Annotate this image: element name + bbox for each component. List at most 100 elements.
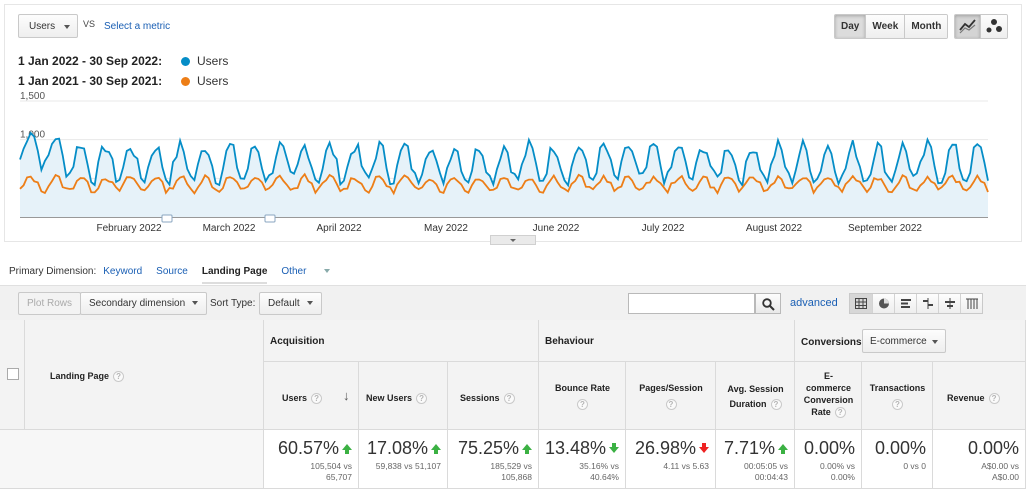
avg-session-change-text: 7.71% [723,438,775,458]
transactions-comparison: 0 vs 0 [856,461,926,472]
sort-type-label: Sort Type: [210,298,256,309]
select-all-cell [0,320,25,430]
x-tick-label: September 2022 [848,223,922,234]
annotation-marker[interactable] [161,214,173,223]
advanced-filter-link[interactable]: advanced [790,297,838,309]
ecom-rate-comparison-line1: 0.00% vs [820,461,855,471]
ecom-rate-header-line4: Rate [811,407,831,417]
users-header-text: Users? [282,392,323,405]
new-users-total-cell: 17.08% 59,838 vs 51,107 [359,430,448,489]
metric-dropdown[interactable]: Users [18,14,78,38]
ecom-rate-comparison-line2: 0.00% [830,472,855,482]
report-table: Landing Page? Acquisition Behaviour Conv… [0,320,1026,489]
totals-label-cell [0,430,264,489]
performance-view-button[interactable] [894,294,916,313]
chevron-down-icon [192,301,199,306]
ecom-rate-header-line1: E- [824,371,833,381]
secondary-dimension-dropdown[interactable]: Secondary dimension [80,292,208,315]
series-line-users-2022 [19,131,989,188]
help-icon[interactable]: ? [311,393,323,405]
help-icon[interactable]: ? [834,407,846,419]
users-comparison: 105,504 vs 65,707 [258,461,352,483]
help-icon[interactable]: ? [665,399,677,410]
revenue-comparison: A$0.00 vs A$0.00 [927,461,1019,483]
period-month-button[interactable]: Month [904,15,948,38]
dimension-other-dropdown[interactable]: Other [281,266,344,284]
new-users-change-text: 17.08% [366,438,428,458]
revenue-change-value: 0.00% [967,438,1019,458]
new-users-column-header[interactable]: New Users? [359,362,448,430]
help-icon[interactable]: ? [577,399,588,410]
chart-type-toggle [954,14,1008,39]
new-users-header-label: New Users [366,393,413,403]
pages-session-column-header[interactable]: Pages/Session? [626,362,716,430]
period-day-button[interactable]: Day [835,15,866,38]
new-users-comparison-line1: 59,838 vs 51,107 [375,461,441,471]
select-all-checkbox[interactable] [7,368,19,380]
help-icon[interactable]: ? [416,393,428,405]
legend-series-name: Users [197,74,229,88]
arrow-up-icon [431,444,441,455]
transactions-column-header[interactable]: Transactions? [862,362,933,430]
term-cloud-view-button[interactable] [938,294,960,313]
avg-session-header-label-2: Duration [729,399,767,409]
sessions-column-header[interactable]: Sessions? [448,362,539,430]
series-color-dot [181,57,190,66]
help-icon[interactable]: ? [503,393,515,405]
conversions-type-dropdown[interactable]: E-commerce [862,329,946,353]
comparison-view-button[interactable] [916,294,938,313]
dimension-landing-page-tab[interactable]: Landing Page [201,266,268,284]
avg-session-duration-column-header[interactable]: Avg. Session Duration? [716,362,795,430]
sort-descending-icon[interactable]: ↓ [343,388,350,403]
select-metric-link[interactable]: Select a metric [104,21,171,32]
x-tick-label: February 2022 [96,223,161,234]
data-table-view-button[interactable] [850,294,872,313]
landing-page-header[interactable]: Landing Page? [25,320,264,430]
collapse-chart-toggle[interactable] [490,235,536,245]
help-icon[interactable]: ? [113,371,125,383]
revenue-comparison-line1: A$0.00 vs [981,461,1019,471]
series-line-users-2021 [19,172,989,196]
table-view-toggle [849,293,983,314]
ecom-rate-header-text: E-commerce Conversion Rate? [795,370,862,419]
avg-session-header-label: Avg. Session [727,384,784,394]
sessions-total-cell: 75.25% 185,529 vs 105,868 [448,430,539,489]
pivot-view-button[interactable] [960,294,982,313]
ecom-rate-header-line2: commerce [805,383,852,393]
new-users-comparison: 59,838 vs 51,107 [353,461,441,472]
help-icon[interactable]: ? [770,399,782,411]
line-chart-button[interactable] [955,15,981,38]
arrow-up-icon [522,444,532,455]
period-week-button[interactable]: Week [865,15,905,38]
conversions-group-label: Conversions [801,337,862,348]
annotation-marker[interactable] [264,214,276,223]
avg-session-change-value: 7.71% [724,438,788,459]
bounce-rate-column-header[interactable]: Bounce Rate? [539,362,626,430]
table-search-input[interactable] [628,293,755,314]
sort-type-value: Default [268,298,300,309]
plot-rows-button[interactable]: Plot Rows [18,292,82,315]
sort-type-dropdown[interactable]: Default [259,292,322,315]
users-change-value: 60.57% [278,438,352,459]
sessions-header-label: Sessions [460,393,500,403]
users-change-text: 60.57% [277,438,339,458]
search-button[interactable] [755,293,781,314]
primary-dimension-bar: Primary Dimension: Keyword Source Landin… [9,266,358,284]
revenue-column-header[interactable]: Revenue? [933,362,1026,430]
chevron-down-icon [64,25,70,29]
motion-chart-button[interactable] [981,15,1007,38]
help-icon[interactable]: ? [892,399,903,410]
x-tick-label: June 2022 [533,223,580,234]
dimension-source-link[interactable]: Source [156,266,188,277]
users-column-header[interactable]: Users? ↓ [264,362,359,430]
percentage-view-button[interactable] [872,294,894,313]
x-tick-label: May 2022 [424,223,468,234]
new-users-header-text: New Users? [366,392,428,405]
pages-session-change-text: 26.98% [634,438,696,458]
bounce-rate-change-text: 13.48% [544,438,606,458]
dimension-keyword-link[interactable]: Keyword [103,266,143,277]
help-icon[interactable]: ? [988,393,1000,405]
ecommerce-conversion-rate-column-header[interactable]: E-commerce Conversion Rate? [795,362,862,430]
avg-session-comparison-line2: 00:04:43 [754,472,788,482]
